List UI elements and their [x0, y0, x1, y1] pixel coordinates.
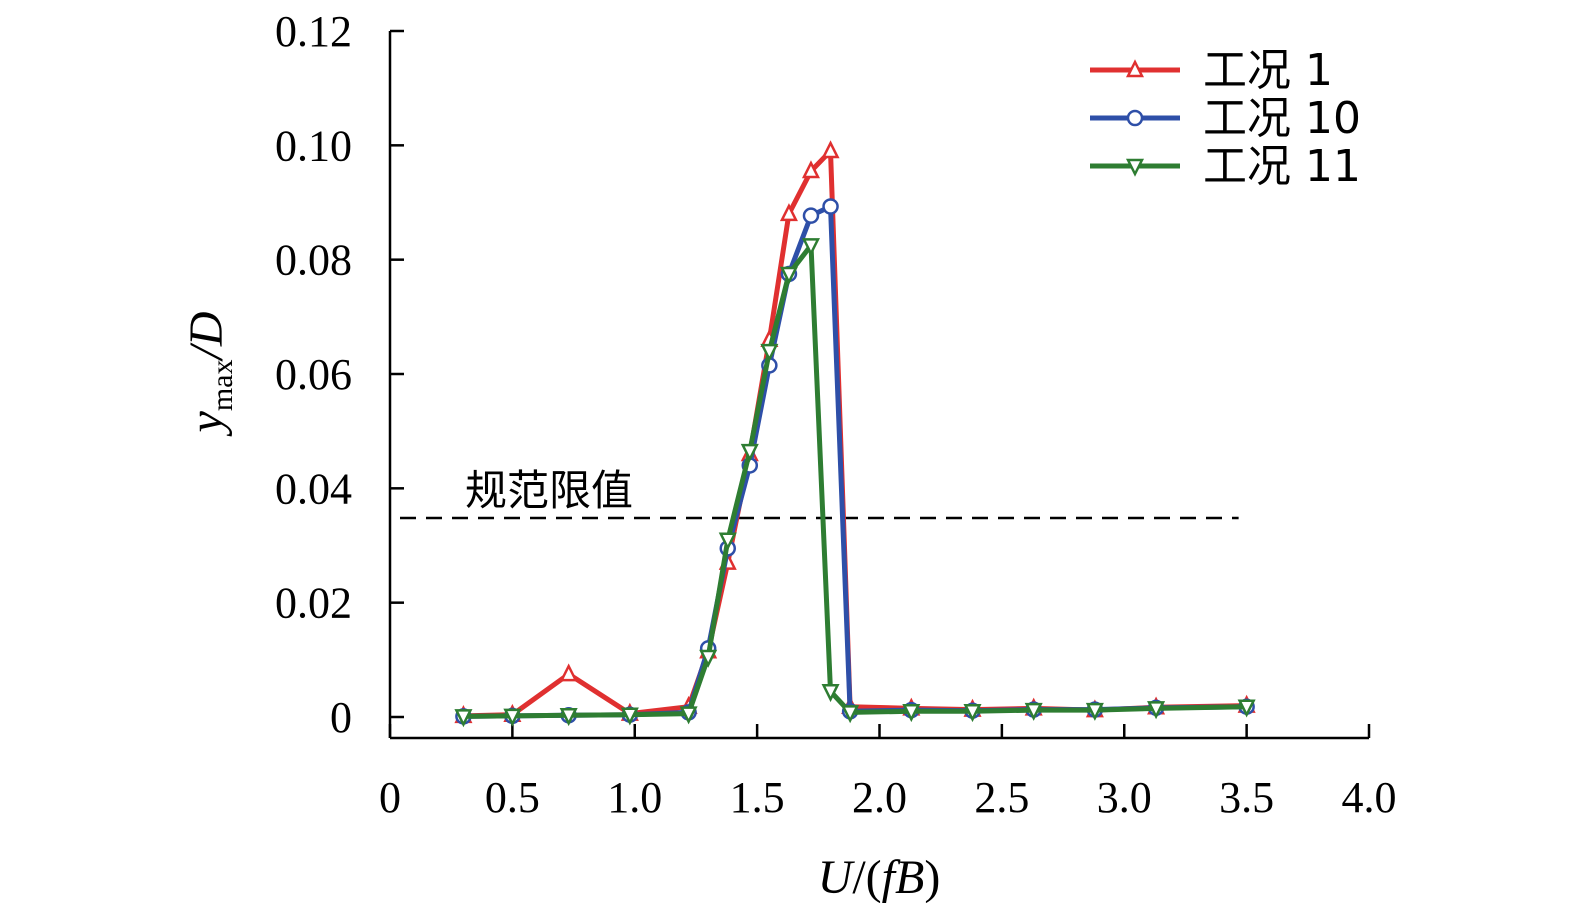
- legend-marker: [1125, 158, 1145, 177]
- x-tick-label: 0: [379, 773, 401, 822]
- data-point: [1237, 699, 1256, 718]
- axes: 0 0.02 0.04 0.06 0.08 0.10 0.12 0 0.5 1.0 1.5 2.0 2.…: [275, 7, 1397, 822]
- legend-item[interactable]: 工况 10: [1090, 93, 1361, 144]
- data-point: [902, 704, 921, 723]
- series-line: [463, 204, 1247, 719]
- data-point: [821, 140, 840, 159]
- series-line: [463, 148, 1247, 719]
- y-tick-label: 0.12: [275, 7, 352, 56]
- data-point: [679, 706, 698, 725]
- data-point: [620, 707, 639, 726]
- data-point: [1024, 702, 1043, 721]
- y-tick-label: 0.08: [275, 236, 352, 285]
- x-axis-title-b: B: [895, 851, 924, 904]
- legend-item[interactable]: 工况 11: [1090, 141, 1361, 192]
- data-point: [822, 198, 839, 215]
- series-2: [455, 198, 1255, 725]
- data-point: [1147, 701, 1166, 720]
- x-tick-label: 1.0: [607, 773, 662, 822]
- data-point: [760, 343, 779, 362]
- x-axis-title-rest: /(: [852, 851, 881, 904]
- reference-line-label: 规范限值: [465, 466, 633, 515]
- x-axis-title: U/(fB): [818, 851, 941, 904]
- y-axis-title-rest: /D: [180, 312, 233, 363]
- data-point: [779, 266, 798, 285]
- data-point: [559, 663, 578, 682]
- series-3: [454, 238, 1256, 728]
- data-point: [963, 704, 982, 723]
- data-point: [559, 708, 578, 727]
- x-tick-label: 2.5: [974, 773, 1029, 822]
- x-tick-label: 4.0: [1342, 773, 1397, 822]
- y-tick-label: 0: [330, 693, 352, 742]
- legend-marker: [1125, 59, 1145, 78]
- y-tick-label: 0.06: [275, 350, 352, 399]
- data-point: [454, 709, 473, 728]
- series-group: [454, 140, 1256, 728]
- x-tick-label: 3.0: [1097, 773, 1152, 822]
- data-point: [821, 684, 840, 703]
- y-axis-title-sub: max: [206, 360, 239, 412]
- series-1: [454, 140, 1256, 724]
- data-point: [779, 203, 798, 222]
- data-point: [718, 532, 737, 551]
- legend-item[interactable]: 工况 1: [1090, 45, 1333, 96]
- legend-marker: [1126, 109, 1144, 127]
- y-tick-label: 0.10: [275, 121, 352, 170]
- data-point: [699, 649, 718, 668]
- x-tick-label: 2.0: [852, 773, 907, 822]
- x-tick-label: 3.5: [1219, 773, 1274, 822]
- x-tick-label: 1.5: [730, 773, 785, 822]
- y-tick-label: 0.02: [275, 579, 352, 628]
- data-point: [1085, 702, 1104, 721]
- data-point: [740, 443, 759, 462]
- data-point: [801, 238, 820, 257]
- data-point: [503, 708, 522, 727]
- x-tick-label: 0.5: [485, 773, 540, 822]
- legend-label: 工况 11: [1203, 141, 1361, 192]
- y-tick-label: 0.04: [275, 464, 352, 513]
- x-axis-title-close: ): [924, 851, 940, 904]
- data-point: [841, 705, 860, 724]
- data-point: [801, 160, 820, 179]
- data-point: [802, 207, 820, 224]
- legend-label: 工况 10: [1203, 93, 1361, 144]
- y-axis-title: ymax/D: [180, 312, 239, 438]
- legend-label: 工况 1: [1203, 45, 1333, 96]
- y-axis-title-y: y: [180, 410, 233, 437]
- x-axis-title-u: U: [818, 851, 856, 904]
